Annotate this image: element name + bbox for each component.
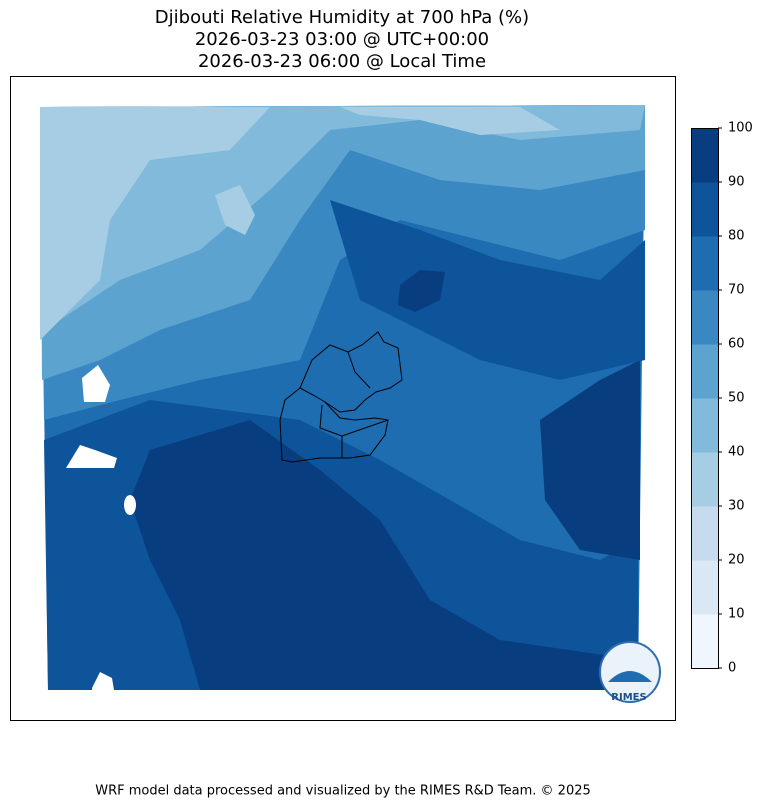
colorbar-segment [691, 236, 718, 291]
colorbar-segment [691, 182, 718, 237]
colorbar-segment [691, 398, 718, 453]
logo: RIMES [599, 641, 661, 703]
map-field [40, 105, 645, 690]
colorbar-tick-label: 0 [728, 661, 736, 676]
colorbar-segment [691, 560, 718, 615]
colorbar-segment [691, 452, 718, 507]
colorbar-segment [691, 344, 718, 399]
colorbar-segment [691, 506, 718, 561]
colorbar-tick-label: 70 [728, 283, 745, 298]
logo-text: RIMES [611, 692, 646, 703]
title-line: 2026-03-23 06:00 @ Local Time [198, 51, 486, 72]
colorbar-segment [691, 290, 718, 345]
colorbar-tick-label: 30 [728, 499, 745, 514]
colorbar-segment [691, 614, 718, 669]
country-borders [279, 331, 403, 463]
colorbar-tick-label: 40 [728, 445, 745, 460]
footer: WRF model data processed and visualized … [95, 784, 591, 799]
colorbar-tick-label: 100 [728, 121, 753, 136]
colorbar: 0 10 20 30 40 50 60 70 80 90 100 [691, 121, 753, 676]
colorbar-tick-label: 90 [728, 175, 745, 190]
colorbar-tick-label: 60 [728, 337, 745, 352]
colorbar-segment [691, 128, 718, 183]
title-line: 2026-03-23 03:00 @ UTC+00:00 [195, 29, 489, 50]
colorbar-tick-label: 50 [728, 391, 745, 406]
colorbar-tick-label: 80 [728, 229, 745, 244]
colorbar-tick-label: 10 [728, 607, 745, 622]
title-line: Djibouti Relative Humidity at 700 hPa (%… [155, 7, 529, 28]
colorbar-tick-label: 20 [728, 553, 745, 568]
